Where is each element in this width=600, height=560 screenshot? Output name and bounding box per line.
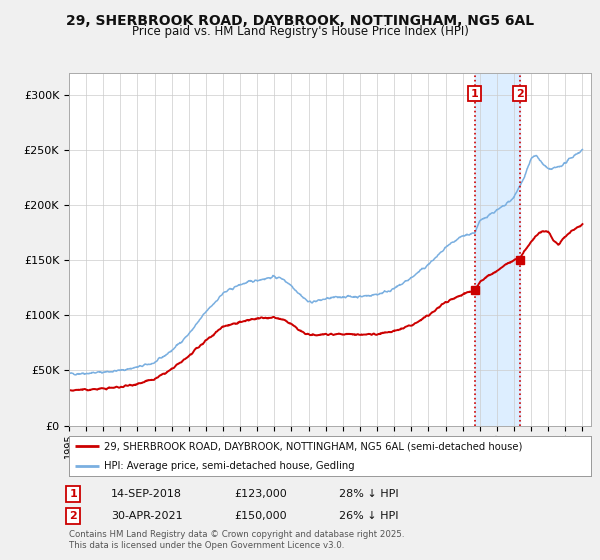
Text: Contains HM Land Registry data © Crown copyright and database right 2025.: Contains HM Land Registry data © Crown c…	[69, 530, 404, 539]
Text: 2: 2	[516, 88, 524, 99]
Text: Price paid vs. HM Land Registry's House Price Index (HPI): Price paid vs. HM Land Registry's House …	[131, 25, 469, 38]
Text: HPI: Average price, semi-detached house, Gedling: HPI: Average price, semi-detached house,…	[104, 460, 355, 470]
Text: 1: 1	[471, 88, 479, 99]
Bar	[475, 73, 520, 426]
Text: £123,000: £123,000	[234, 489, 287, 499]
Text: 29, SHERBROOK ROAD, DAYBROOK, NOTTINGHAM, NG5 6AL: 29, SHERBROOK ROAD, DAYBROOK, NOTTINGHAM…	[66, 14, 534, 28]
Text: 2: 2	[70, 511, 77, 521]
Text: This data is licensed under the Open Government Licence v3.0.: This data is licensed under the Open Gov…	[69, 541, 344, 550]
Text: 29, SHERBROOK ROAD, DAYBROOK, NOTTINGHAM, NG5 6AL (semi-detached house): 29, SHERBROOK ROAD, DAYBROOK, NOTTINGHAM…	[104, 441, 523, 451]
Text: 1: 1	[70, 489, 77, 499]
Text: 26% ↓ HPI: 26% ↓ HPI	[339, 511, 398, 521]
Text: 14-SEP-2018: 14-SEP-2018	[111, 489, 182, 499]
Text: £150,000: £150,000	[234, 511, 287, 521]
Text: 30-APR-2021: 30-APR-2021	[111, 511, 182, 521]
Text: 28% ↓ HPI: 28% ↓ HPI	[339, 489, 398, 499]
